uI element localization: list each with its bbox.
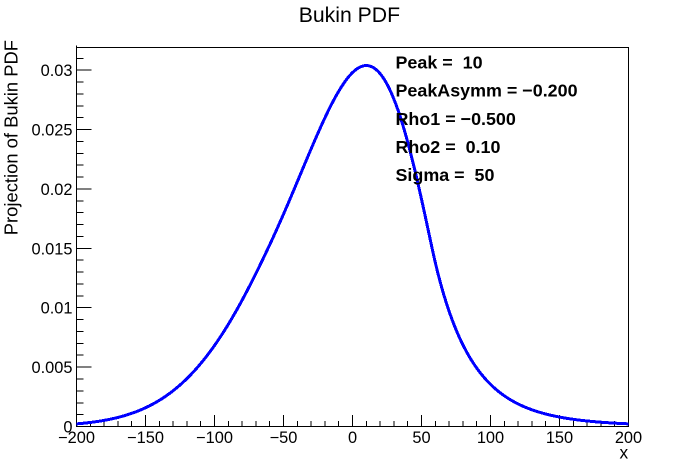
svg-text:0: 0 (348, 429, 357, 447)
svg-text:0.025: 0.025 (31, 122, 72, 140)
svg-text:Bukin PDF: Bukin PDF (299, 4, 400, 27)
svg-text:0.01: 0.01 (41, 300, 73, 318)
svg-text:200: 200 (615, 429, 642, 447)
svg-text:50: 50 (412, 429, 430, 447)
svg-text:150: 150 (546, 429, 573, 447)
svg-text:Sigma = 50: Sigma = 50 (396, 165, 495, 185)
svg-text:Projection of Bukin PDF: Projection of Bukin PDF (0, 40, 21, 235)
svg-text:0.03: 0.03 (41, 62, 73, 80)
svg-text:PeakAsymm = −0.200: PeakAsymm = −0.200 (396, 81, 578, 101)
svg-text:x: x (619, 443, 628, 463)
svg-text:Peak = 10: Peak = 10 (396, 52, 483, 72)
svg-text:0: 0 (63, 419, 72, 437)
svg-text:−100: −100 (196, 429, 233, 447)
svg-text:0.015: 0.015 (31, 240, 72, 258)
svg-text:100: 100 (477, 429, 504, 447)
svg-text:−150: −150 (127, 429, 164, 447)
svg-text:−50: −50 (270, 429, 298, 447)
svg-text:0.02: 0.02 (41, 181, 73, 199)
svg-text:Rho1 = −0.500: Rho1 = −0.500 (396, 109, 516, 129)
svg-text:Rho2 = 0.10: Rho2 = 0.10 (396, 137, 501, 157)
svg-text:0.005: 0.005 (31, 359, 72, 377)
svg-text:−200: −200 (58, 429, 95, 447)
